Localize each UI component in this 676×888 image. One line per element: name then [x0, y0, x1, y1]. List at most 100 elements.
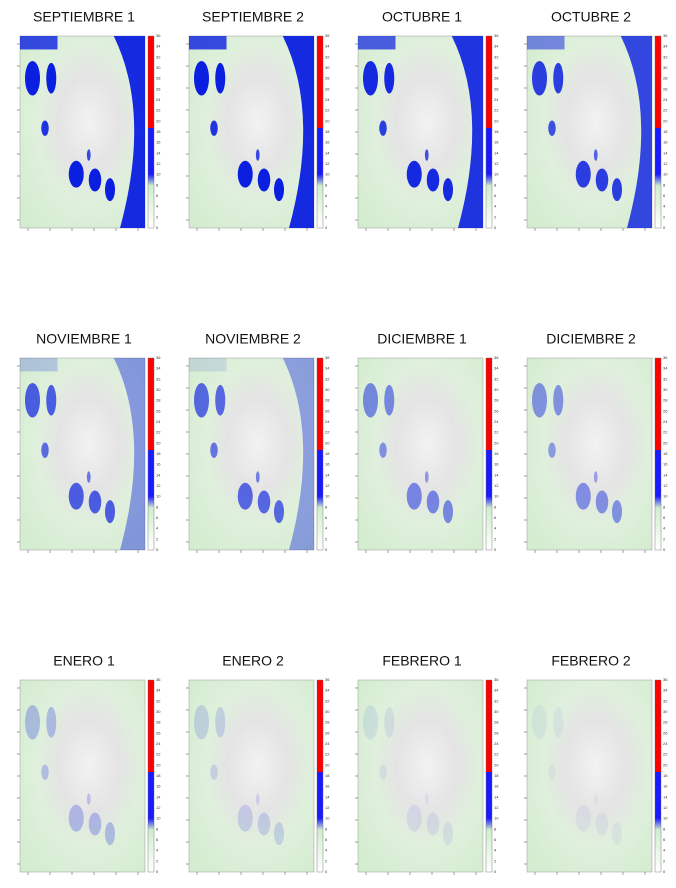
colorbar	[485, 679, 493, 873]
colorbar-label: 22	[156, 108, 161, 113]
colorbar-label: 28	[325, 720, 330, 725]
map-area	[188, 679, 315, 873]
contour-blob	[237, 482, 253, 510]
colorbar-label: 0	[663, 225, 666, 230]
contour-blob	[68, 804, 84, 832]
contour-blob	[105, 500, 115, 524]
contour-blob	[25, 382, 40, 418]
colorbar-label: 32	[156, 698, 161, 703]
map-panel: OCTUBRE 23634323028262422201816141210864…	[524, 9, 668, 231]
colorbar-label: 8	[325, 182, 328, 187]
panel-title: ENERO 2	[222, 653, 284, 669]
colorbar-label: 32	[663, 54, 668, 59]
colorbar-label: 10	[156, 816, 161, 821]
colorbar-label: 18	[663, 129, 668, 134]
contour-blob	[46, 62, 57, 94]
colorbar-label: 18	[156, 773, 161, 778]
contour-blob	[548, 442, 556, 458]
contour-blob	[237, 160, 253, 188]
contour-blob	[210, 120, 218, 136]
colorbar-label: 16	[663, 784, 668, 789]
colorbar-label: 24	[494, 97, 499, 102]
colorbar-label: 2	[663, 858, 666, 863]
contour-blob	[426, 812, 440, 836]
contour-blob	[406, 804, 422, 832]
colorbar-label: 28	[325, 398, 330, 403]
colorbar-label: 10	[663, 816, 668, 821]
contour-blob	[194, 704, 209, 740]
colorbar-label: 4	[325, 848, 328, 853]
contour-blob	[194, 60, 209, 96]
colorbar-label: 2	[663, 214, 666, 219]
panel-title: NOVIEMBRE 2	[205, 331, 301, 347]
colorbar	[147, 679, 155, 873]
panel-title: FEBRERO 2	[551, 653, 631, 669]
colorbar-label: 0	[663, 547, 666, 552]
colorbar-label: 8	[494, 504, 497, 509]
colorbar-label: 4	[663, 848, 666, 853]
contour-blob	[215, 62, 226, 94]
contour-blob	[257, 812, 271, 836]
colorbar-label: 14	[156, 794, 161, 799]
colorbar-label: 20	[494, 762, 499, 767]
contour-blob	[274, 822, 284, 846]
colorbar-label: 18	[156, 451, 161, 456]
colorbar	[316, 357, 324, 551]
colorbar-label: 8	[156, 504, 159, 509]
contour-blob	[363, 382, 378, 418]
contour-blob	[424, 471, 429, 483]
colorbar-label: 30	[156, 709, 161, 714]
colorbar-label: 8	[663, 504, 666, 509]
colorbar-label: 12	[325, 483, 330, 488]
contour-blob	[443, 178, 453, 202]
colorbar-label: 36	[663, 677, 668, 682]
colorbar-label: 22	[494, 752, 499, 757]
contour-blob	[553, 62, 564, 94]
colorbar-label: 8	[325, 504, 328, 509]
contour-blob	[194, 382, 209, 418]
colorbar-label: 14	[325, 472, 330, 477]
map-panel: FEBRERO 23634323028262422201816141210864…	[524, 653, 668, 875]
colorbar-label: 6	[663, 515, 666, 520]
map-panel: NOVIEMBRE 236343230282624222018161412108…	[186, 331, 330, 553]
contour-blob	[595, 812, 609, 836]
colorbar-label: 10	[156, 172, 161, 177]
colorbar-label: 4	[663, 526, 666, 531]
colorbar-label: 30	[325, 65, 330, 70]
colorbar-label: 0	[663, 869, 666, 874]
colorbar-label: 30	[494, 709, 499, 714]
colorbar-label: 6	[325, 515, 328, 520]
colorbar-label: 16	[494, 140, 499, 145]
contour-blob	[215, 706, 226, 738]
colorbar-label: 34	[325, 44, 330, 49]
colorbar-label: 4	[156, 204, 159, 209]
contour-blob	[424, 793, 429, 805]
contour-blob	[532, 382, 547, 418]
colorbar-label: 14	[494, 150, 499, 155]
colorbar-label: 26	[325, 408, 330, 413]
colorbar-label: 16	[494, 462, 499, 467]
contour-edge	[282, 36, 314, 228]
colorbar-label: 34	[663, 366, 668, 371]
colorbar-label: 20	[156, 440, 161, 445]
colorbar-label: 30	[156, 65, 161, 70]
colorbar-label: 32	[494, 54, 499, 59]
contour-top	[527, 36, 565, 50]
colorbar	[654, 35, 662, 229]
contour-blob	[86, 793, 91, 805]
colorbar-label: 10	[663, 172, 668, 177]
colorbar-label: 32	[325, 54, 330, 59]
contour-edge	[620, 36, 652, 228]
colorbar-label: 36	[325, 355, 330, 360]
colorbar-label: 4	[494, 848, 497, 853]
colorbar-label: 16	[494, 784, 499, 789]
colorbar-label: 30	[494, 65, 499, 70]
colorbar-label: 4	[494, 526, 497, 531]
panel-title: OCTUBRE 2	[551, 9, 631, 25]
panel-title: FEBRERO 1	[382, 653, 462, 669]
contour-blob	[406, 482, 422, 510]
colorbar-label: 30	[325, 709, 330, 714]
contour-blob	[88, 168, 102, 192]
contour-blob	[68, 482, 84, 510]
contour-blob	[612, 178, 622, 202]
